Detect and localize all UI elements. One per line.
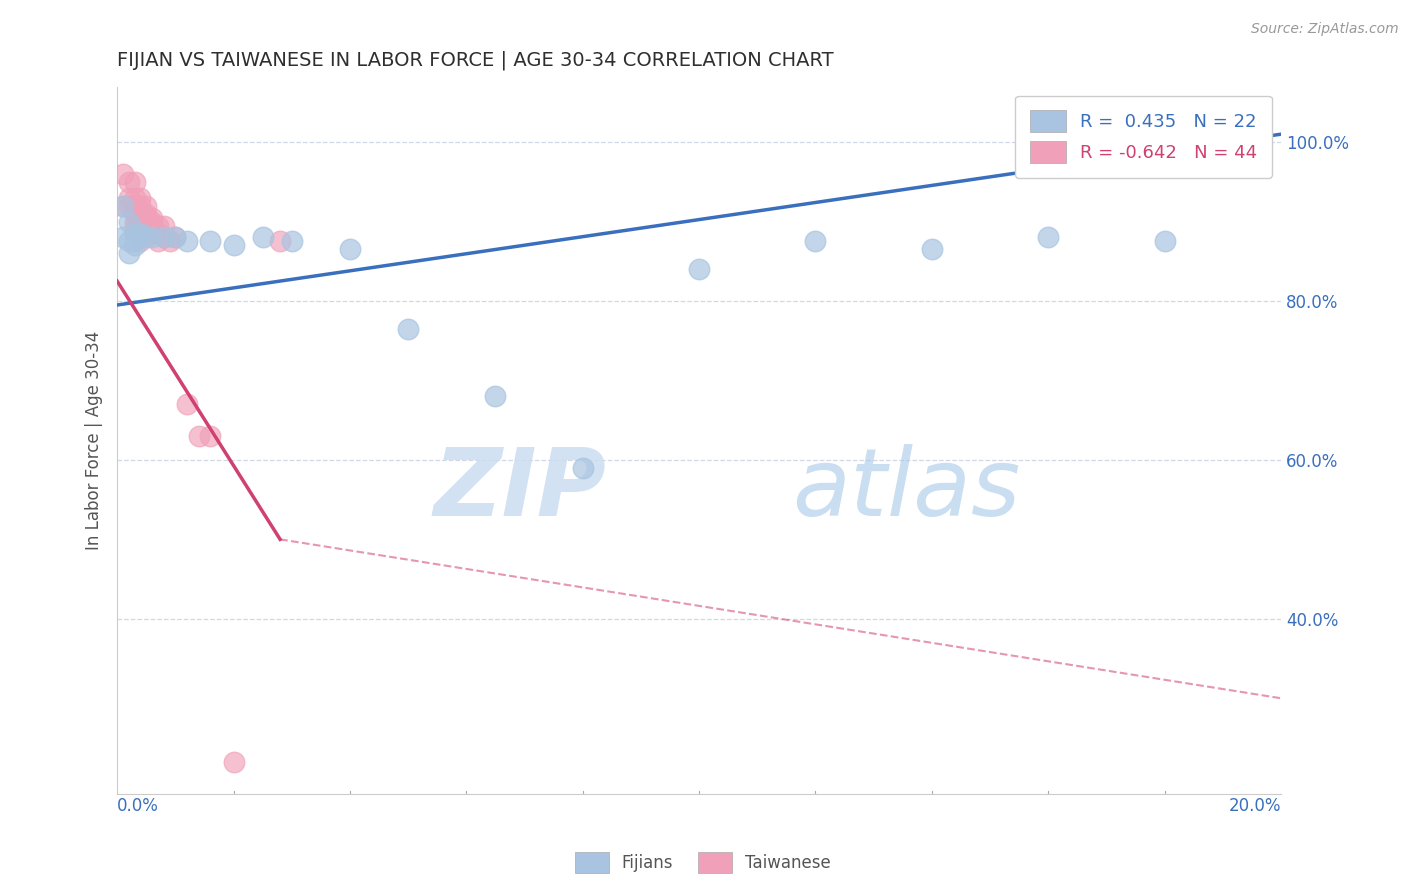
Point	[129, 206, 152, 220]
Point	[129, 222, 152, 236]
Point	[141, 214, 163, 228]
Point	[187, 429, 209, 443]
Text: Source: ZipAtlas.com: Source: ZipAtlas.com	[1251, 22, 1399, 37]
Point	[252, 230, 274, 244]
Point	[135, 206, 157, 220]
Point	[484, 389, 506, 403]
Text: atlas: atlas	[792, 444, 1021, 535]
Point	[124, 206, 146, 220]
Point	[118, 235, 141, 249]
Point	[129, 227, 152, 241]
Point	[118, 175, 141, 189]
Text: ZIP: ZIP	[433, 443, 606, 535]
Point	[141, 230, 163, 244]
Point	[176, 235, 198, 249]
Point	[129, 227, 152, 241]
Point	[688, 262, 710, 277]
Point	[118, 214, 141, 228]
Point	[135, 219, 157, 233]
Point	[135, 227, 157, 241]
Point	[804, 235, 827, 249]
Point	[146, 219, 169, 233]
Point	[135, 211, 157, 225]
Point	[141, 227, 163, 241]
Point	[111, 167, 134, 181]
Point	[111, 199, 134, 213]
Point	[146, 227, 169, 241]
Point	[339, 243, 361, 257]
Legend: Fijians, Taiwanese: Fijians, Taiwanese	[568, 846, 838, 880]
Point	[135, 214, 157, 228]
Point	[135, 230, 157, 244]
Point	[141, 219, 163, 233]
Point	[118, 246, 141, 260]
Point	[135, 199, 157, 213]
Point	[396, 322, 419, 336]
Y-axis label: In Labor Force | Age 30-34: In Labor Force | Age 30-34	[86, 330, 103, 549]
Point	[124, 214, 146, 228]
Point	[200, 429, 222, 443]
Text: 0.0%: 0.0%	[117, 797, 159, 815]
Point	[141, 211, 163, 225]
Point	[129, 219, 152, 233]
Text: FIJIAN VS TAIWANESE IN LABOR FORCE | AGE 30-34 CORRELATION CHART: FIJIAN VS TAIWANESE IN LABOR FORCE | AGE…	[117, 51, 834, 70]
Point	[146, 235, 169, 249]
Point	[129, 214, 152, 228]
Point	[159, 235, 181, 249]
Point	[129, 230, 152, 244]
Legend: R =  0.435   N = 22, R = -0.642   N = 44: R = 0.435 N = 22, R = -0.642 N = 44	[1015, 95, 1272, 178]
Point	[124, 199, 146, 213]
Point	[1153, 235, 1175, 249]
Point	[124, 191, 146, 205]
Point	[118, 199, 141, 213]
Point	[222, 238, 245, 252]
Point	[118, 191, 141, 205]
Point	[281, 235, 304, 249]
Point	[269, 235, 291, 249]
Text: 20.0%: 20.0%	[1229, 797, 1281, 815]
Point	[1038, 230, 1060, 244]
Point	[129, 191, 152, 205]
Point	[111, 230, 134, 244]
Point	[200, 235, 222, 249]
Point	[165, 230, 187, 244]
Point	[152, 230, 174, 244]
Point	[571, 460, 593, 475]
Point	[124, 235, 146, 249]
Point	[129, 235, 152, 249]
Point	[124, 175, 146, 189]
Point	[124, 219, 146, 233]
Point	[152, 219, 174, 233]
Point	[222, 755, 245, 769]
Point	[152, 230, 174, 244]
Point	[124, 238, 146, 252]
Point	[129, 211, 152, 225]
Point	[124, 227, 146, 241]
Point	[165, 230, 187, 244]
Point	[921, 243, 943, 257]
Point	[1240, 135, 1263, 149]
Point	[111, 199, 134, 213]
Point	[124, 227, 146, 241]
Point	[176, 397, 198, 411]
Point	[129, 199, 152, 213]
